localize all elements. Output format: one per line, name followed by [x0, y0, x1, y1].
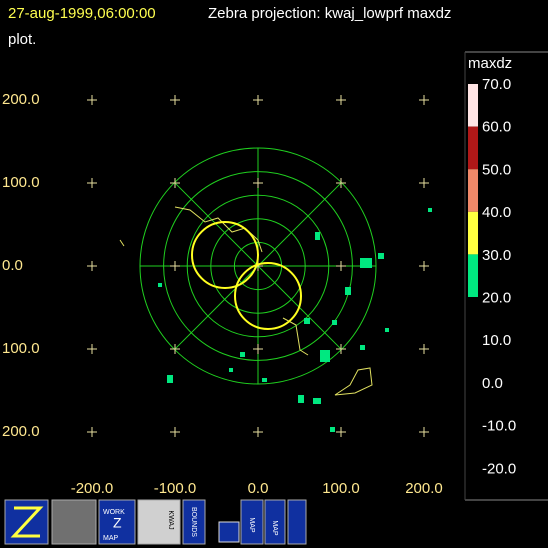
y-label: 200.0 [2, 91, 40, 108]
colorbar-tick: -10.0 [482, 418, 516, 435]
icon-text: MAP [271, 520, 278, 536]
grid-cross [419, 261, 429, 271]
colorbar-segment [468, 126, 478, 170]
grid-cross [87, 95, 97, 105]
y-label: 200.0 [2, 423, 40, 440]
radar-overlay [191, 221, 259, 289]
colorbar-tick: 0.0 [482, 375, 503, 392]
icon-text: MAP [248, 517, 255, 533]
icon-grid[interactable] [218, 521, 240, 543]
plot-area: 200.0 100.0 0.0 100.0 200.0 -200.0 -100.0 0.0 10… [2, 91, 443, 497]
icon-text: BOUNDS [190, 507, 197, 537]
colorbar-tick: -20.0 [482, 460, 516, 477]
colorbar-segment [468, 254, 478, 297]
icon-work-map[interactable] [98, 499, 136, 545]
grid-cross [170, 261, 180, 271]
grid-cross [87, 344, 97, 354]
icon-text: KWAJ [167, 510, 174, 529]
grid-cross [253, 427, 263, 437]
title-cont: plot. [8, 31, 36, 48]
icon-text: MAP [103, 535, 119, 542]
grid-cross [253, 95, 263, 105]
grid-cross [87, 178, 97, 188]
colorbar-tick: 70.0 [482, 76, 511, 93]
y-label: 100.0 [2, 174, 40, 191]
icon-map[interactable] [264, 499, 286, 545]
colorbar-segment [468, 211, 478, 255]
icon-z [10, 506, 44, 538]
colorbar-segment [468, 84, 478, 127]
colorbar-tick: 50.0 [482, 161, 511, 178]
grid-cross [253, 344, 263, 354]
colorbar: 70.0 60.0 50.0 40.0 30.0 20.0 10.0 0.0 -10.0 -20.… [468, 76, 516, 477]
icon-text: Z [113, 515, 122, 531]
grid-cross [336, 427, 346, 437]
icon-text: WORK [103, 509, 125, 516]
grid-cross [336, 178, 346, 188]
grid-cross [87, 261, 97, 271]
grid-cross [170, 178, 180, 188]
title: Zebra projection: kwaj_lowprf maxdz [208, 5, 451, 22]
grid-cross [336, 344, 346, 354]
grid-cross [336, 261, 346, 271]
colorbar-segment [468, 169, 478, 212]
coastline [119, 206, 373, 396]
icon-map[interactable] [240, 499, 264, 545]
colorbar-tick: 10.0 [482, 332, 511, 349]
icon-satellite[interactable] [51, 499, 97, 545]
grid-cross [419, 178, 429, 188]
grid-cross [170, 427, 180, 437]
grid-cross [336, 95, 346, 105]
x-label: -200.0 [71, 480, 114, 497]
icon-bounds[interactable] [182, 499, 206, 545]
radar-overlay [234, 262, 302, 330]
grid-cross [419, 427, 429, 437]
grid-cross [253, 178, 263, 188]
echoes [158, 208, 432, 432]
icon-kwaj[interactable] [137, 499, 181, 545]
grid-cross [419, 344, 429, 354]
timestamp: 27-aug-1999,06:00:00 [8, 5, 156, 22]
colorbar-label: maxdz [468, 55, 512, 72]
grid-cross [87, 427, 97, 437]
x-label: 0.0 [248, 480, 269, 497]
colorbar-tick: 20.0 [482, 289, 511, 306]
grid-cross [170, 344, 180, 354]
x-label: -100.0 [154, 480, 197, 497]
grid-cross [170, 95, 180, 105]
grid-cross [419, 95, 429, 105]
colorbar-tick: 60.0 [482, 119, 511, 136]
y-label: 100.0 [2, 340, 40, 357]
colorbar-tick: 40.0 [482, 204, 511, 221]
x-label: 100.0 [322, 480, 360, 497]
x-label: 200.0 [405, 480, 443, 497]
y-label: 0.0 [2, 257, 23, 274]
toolbar: WORK Z MAP KWAJ BOUNDS MAP MAP [4, 499, 307, 545]
icon-loop[interactable] [287, 499, 307, 545]
colorbar-tick: 30.0 [482, 247, 511, 264]
